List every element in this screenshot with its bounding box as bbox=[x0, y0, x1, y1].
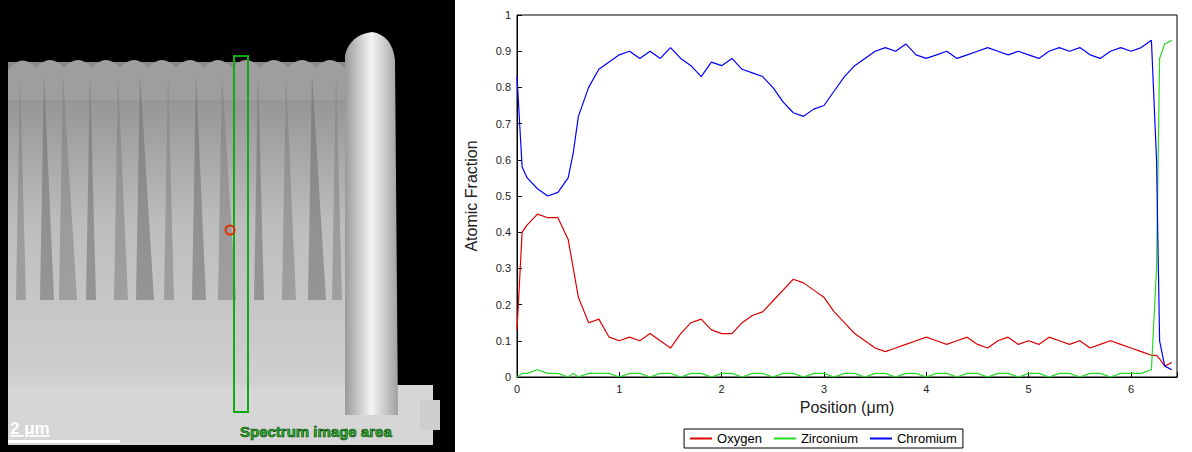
svg-text:Oxygen: Oxygen bbox=[717, 431, 762, 446]
svg-text:1: 1 bbox=[505, 9, 511, 21]
svg-text:0.8: 0.8 bbox=[496, 81, 511, 93]
svg-text:0.3: 0.3 bbox=[496, 262, 511, 274]
svg-text:0.9: 0.9 bbox=[496, 45, 511, 57]
svg-text:0.6: 0.6 bbox=[496, 154, 511, 166]
svg-text:Atomic Fraction: Atomic Fraction bbox=[463, 140, 480, 251]
svg-text:Position (μm): Position (μm) bbox=[800, 399, 895, 416]
svg-text:4: 4 bbox=[923, 383, 929, 395]
svg-text:Chromium: Chromium bbox=[897, 431, 957, 446]
svg-text:0.7: 0.7 bbox=[496, 118, 511, 130]
svg-text:5: 5 bbox=[1026, 383, 1032, 395]
svg-text:0.5: 0.5 bbox=[496, 190, 511, 202]
svg-text:2 μm: 2 μm bbox=[10, 419, 50, 438]
svg-text:3: 3 bbox=[821, 383, 827, 395]
svg-text:0.2: 0.2 bbox=[496, 299, 511, 311]
svg-text:1: 1 bbox=[616, 383, 622, 395]
svg-text:0.4: 0.4 bbox=[496, 226, 511, 238]
svg-text:2: 2 bbox=[719, 383, 725, 395]
svg-text:0: 0 bbox=[514, 383, 520, 395]
svg-text:0: 0 bbox=[505, 371, 511, 383]
svg-text:6: 6 bbox=[1128, 383, 1134, 395]
svg-text:Spectrum image area: Spectrum image area bbox=[240, 423, 392, 440]
svg-text:Zirconium: Zirconium bbox=[801, 431, 858, 446]
svg-text:0.1: 0.1 bbox=[496, 335, 511, 347]
